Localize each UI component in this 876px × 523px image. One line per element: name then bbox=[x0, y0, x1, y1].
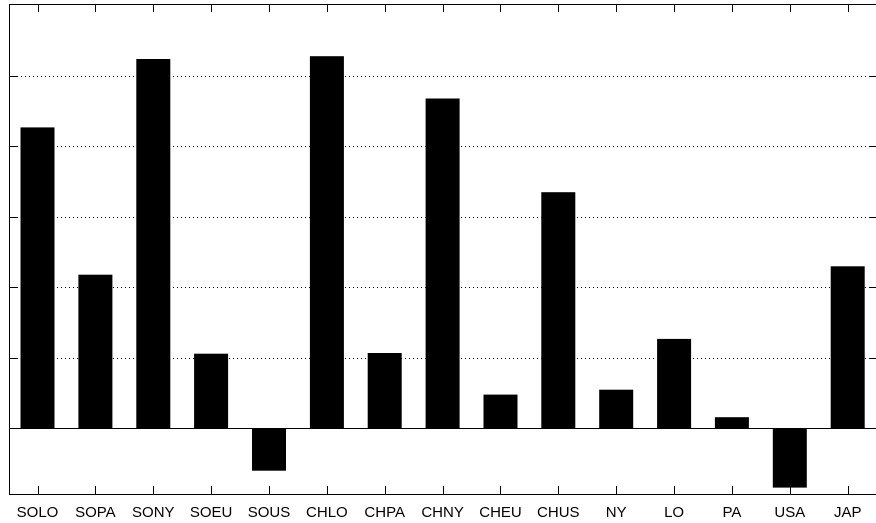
x-tick-label: LO bbox=[664, 504, 684, 521]
x-tick-label: CHEU bbox=[479, 504, 522, 521]
x-tick-label: SOPA bbox=[75, 504, 116, 521]
x-tick-label: SOEU bbox=[190, 504, 233, 521]
x-tick-label: SOLO bbox=[17, 504, 59, 521]
bar-ny bbox=[599, 389, 634, 429]
x-tick-label: JAP bbox=[834, 504, 862, 521]
bars bbox=[20, 56, 865, 488]
tick-marks bbox=[9, 4, 876, 494]
x-tick-label: PA bbox=[722, 504, 741, 521]
x-tick-label: NY bbox=[606, 504, 627, 521]
bar-usa bbox=[772, 428, 807, 488]
x-tick-label: SONY bbox=[132, 504, 175, 521]
bar-chpa bbox=[367, 353, 402, 429]
bar-sopa bbox=[78, 274, 113, 429]
x-tick-label: CHPA bbox=[364, 504, 405, 521]
x-tick-label: CHUS bbox=[537, 504, 580, 521]
bar-soeu bbox=[194, 353, 229, 429]
bar-chlo bbox=[309, 56, 344, 429]
bar-sony bbox=[136, 59, 171, 429]
bar-solo bbox=[20, 127, 55, 429]
bar-sous bbox=[252, 428, 286, 471]
bar-chus bbox=[541, 192, 576, 429]
bar-jap bbox=[830, 266, 865, 429]
x-tick-label: CHNY bbox=[421, 504, 464, 521]
x-tick-label: CHLO bbox=[306, 504, 348, 521]
bar-cheu bbox=[483, 394, 518, 429]
bar-chny bbox=[425, 98, 460, 429]
bar-pa bbox=[714, 417, 749, 429]
bar-lo bbox=[657, 338, 692, 429]
x-tick-labels: SOLO SOPA SONY SOEU SOUS CHLO CHPA CHNY CHEU CHUS… bbox=[17, 504, 862, 521]
x-tick-label: USA bbox=[774, 504, 805, 521]
x-tick-label: SOUS bbox=[248, 504, 291, 521]
